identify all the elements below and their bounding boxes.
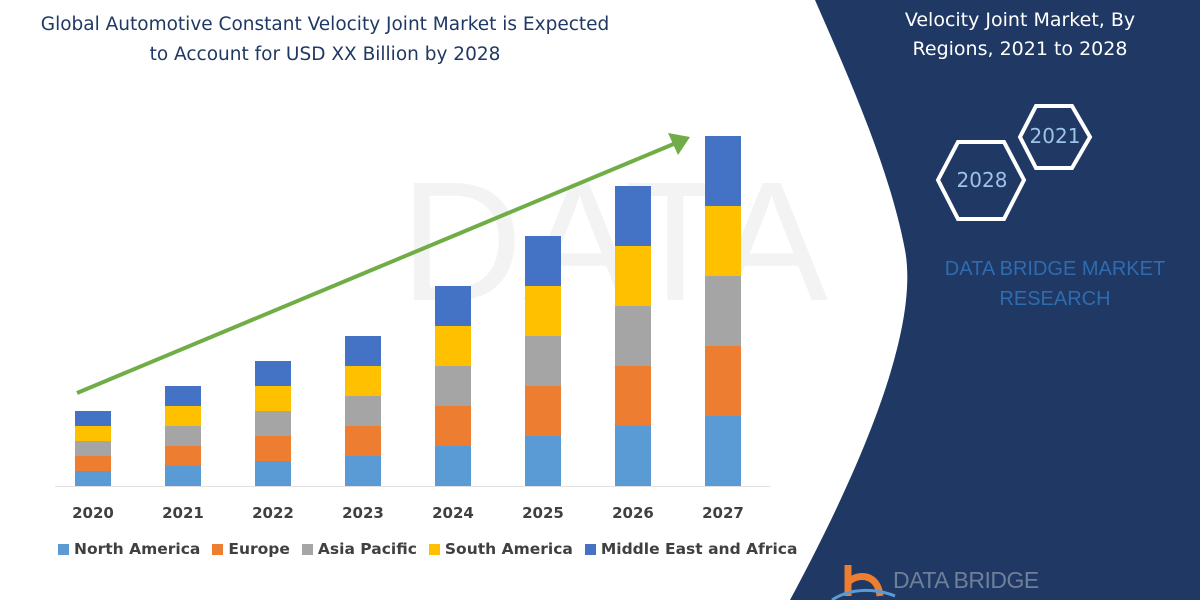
bar-segment-2021-europe [165,446,201,466]
bar-segment-2027-europe [705,346,741,416]
bar-segment-2023-north-america [345,456,381,486]
legend-swatch [212,543,224,555]
bar-segment-2025-europe [525,386,561,436]
bar-segment-2026-europe [615,366,651,426]
legend-label: Middle East and Africa [600,540,798,558]
bar-segment-2021-south-america [165,406,201,426]
legend-item: Europe [212,540,290,558]
bar-segment-2024-north-america [435,446,471,486]
bar-segment-2020-asia-pacific [75,441,111,456]
bar-segment-2021-asia-pacific [165,426,201,446]
side-panel-title: Velocity Joint Market, By Regions, 2021 … [880,6,1160,64]
logo-text: DATA BRIDGE [893,567,1039,593]
hexagon-label-2021: 2021 [1029,124,1081,148]
chart-title: Global Automotive Constant Velocity Join… [30,10,620,70]
x-tick-label: 2026 [612,504,654,522]
bar-segment-2027-asia-pacific [705,276,741,346]
x-tick-label: 2020 [72,504,114,522]
bar-segment-2020-south-america [75,426,111,441]
x-tick-label: 2022 [252,504,294,522]
bar-segment-2024-south-america [435,326,471,366]
bar-segment-2022-asia-pacific [255,411,291,436]
bar-segment-2021-north-america [165,466,201,486]
bar-segment-2020-middle-east-and-africa [75,411,111,426]
brand-line-1: DATA BRIDGE MARKET [944,258,1166,280]
legend-label: Asia Pacific [317,540,417,558]
bar-segment-2026-middle-east-and-africa [615,186,651,246]
legend-swatch [301,543,313,555]
hexagon-2021 [1017,104,1093,170]
bar-segment-2022-north-america [255,461,291,486]
bar-segment-2027-south-america [705,206,741,276]
brand-text: DATA BRIDGE MARKET RESEARCH [900,254,1200,314]
bar-segment-2026-asia-pacific [615,306,651,366]
bar-segment-2023-south-america [345,366,381,396]
legend-item: South America [428,540,573,558]
x-tick-label: 2025 [522,504,564,522]
bar-segment-2024-europe [435,406,471,446]
bar-segment-2025-asia-pacific [525,336,561,386]
bar-segment-2027-middle-east-and-africa [705,136,741,206]
x-tick-label: 2021 [162,504,204,522]
bar-segment-2020-north-america [75,471,111,486]
logo-icon [831,565,896,600]
side-panel [790,0,1200,600]
watermark: DATA [400,147,829,337]
bar-segment-2026-south-america [615,246,651,306]
side-title-line-2: Regions, 2021 to 2028 [912,38,1128,60]
bar-segment-2020-europe [75,456,111,471]
legend-label: South America [444,540,573,558]
x-tick-label: 2027 [702,504,744,522]
x-tick-label: 2023 [342,504,384,522]
stacked-bar-chart: 2020 2021 2022 2023 2024 2025 2026 2027 [55,133,770,522]
bar-segment-2026-north-america [615,426,651,486]
hexagon-label-2028: 2028 [956,168,1008,192]
legend-swatch [428,543,440,555]
bar-segment-2022-europe [255,436,291,461]
bar-segment-2024-asia-pacific [435,366,471,406]
trend-arrow-line [76,141,677,395]
chart-title-line-1: Global Automotive Constant Velocity Join… [40,14,610,35]
legend-item: Asia Pacific [301,540,417,558]
hexagon-2028 [935,140,1027,221]
bar-segment-2023-asia-pacific [345,396,381,426]
bar-segment-2023-europe [345,426,381,456]
legend-swatch [584,543,596,555]
legend-item: Middle East and Africa [584,540,798,558]
bar-segment-2024-middle-east-and-africa [435,286,471,326]
bar-segment-2021-middle-east-and-africa [165,386,201,406]
chart-legend: North America Europe Asia Pacific South Ame… [58,540,797,558]
legend-label: North America [74,540,201,558]
bar-segment-2027-north-america [705,416,741,486]
bar-segment-2025-middle-east-and-africa [525,236,561,286]
bar-segment-2022-middle-east-and-africa [255,361,291,386]
bar-segment-2025-south-america [525,286,561,336]
side-title-line-1: Velocity Joint Market, By [904,9,1136,31]
legend-item: North America [58,540,200,558]
brand-line-2: RESEARCH [999,288,1111,310]
bar-segment-2022-south-america [255,386,291,411]
x-tick-label: 2024 [432,504,474,522]
trend-arrow-head-icon [668,133,690,155]
bar-segment-2025-north-america [525,436,561,486]
chart-title-line-2: to Account for USD XX Billion by 2028 [149,44,501,65]
bar-segment-2023-middle-east-and-africa [345,336,381,366]
legend-swatch [58,543,69,555]
legend-label: Europe [228,540,290,558]
